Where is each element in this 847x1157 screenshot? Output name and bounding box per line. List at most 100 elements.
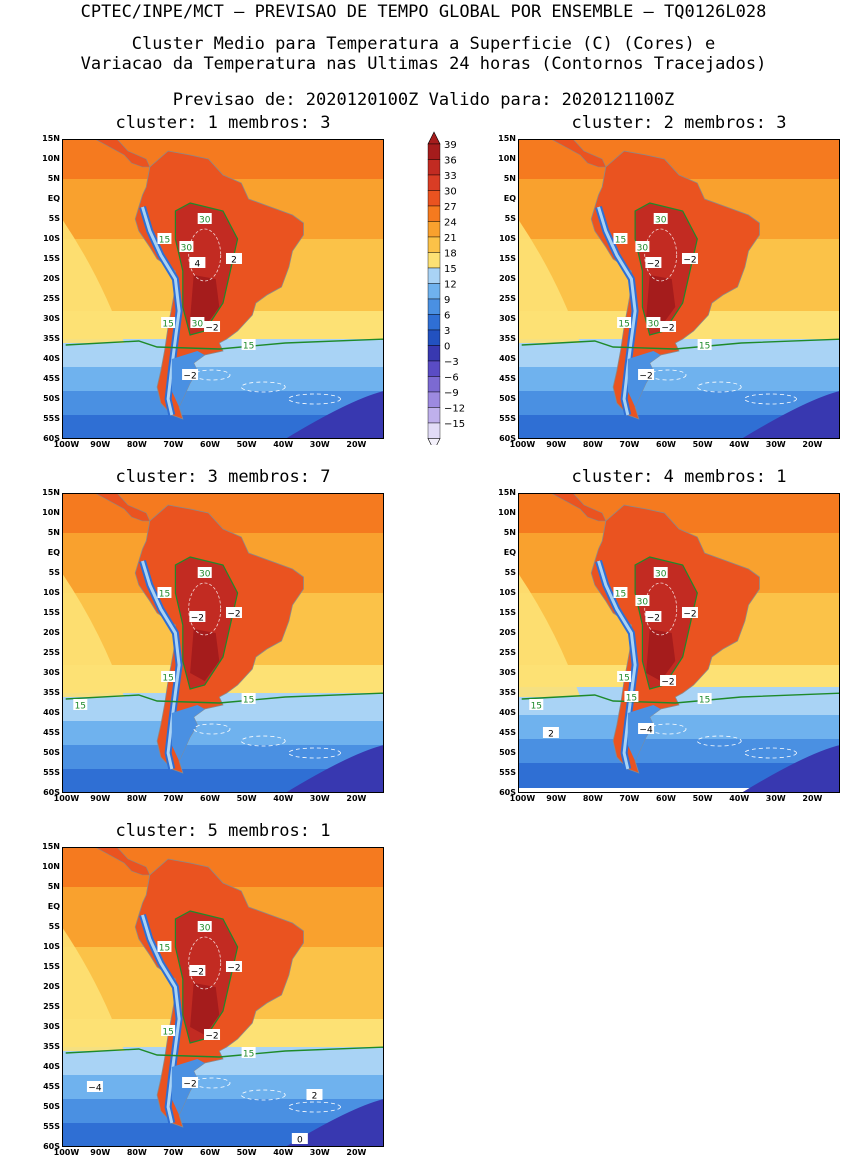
lon-label: 80W bbox=[126, 794, 147, 803]
lat-label: 10S bbox=[499, 588, 516, 597]
label-box bbox=[157, 941, 172, 952]
label-box bbox=[241, 1047, 256, 1058]
lat-label: 60S bbox=[499, 434, 516, 443]
forecast-dates: Previsao de: 2020120100Z Valido para: 20… bbox=[172, 90, 675, 110]
label-variation: −2 bbox=[205, 1032, 218, 1042]
colorbar-swatch bbox=[427, 143, 441, 160]
lon-label: 30W bbox=[309, 440, 330, 449]
cold-region bbox=[285, 391, 384, 439]
lat-label: 60S bbox=[43, 1142, 60, 1151]
colorbar-label: −15 bbox=[444, 419, 465, 430]
lon-label: 90W bbox=[546, 794, 567, 803]
lat-label: 45S bbox=[43, 374, 60, 383]
cluster-map-1: 15 15 15 30 30 30 4 2 −2 −2 bbox=[62, 139, 384, 439]
lon-label: 70W bbox=[163, 440, 184, 449]
contour-30 bbox=[174, 910, 239, 1044]
label-box bbox=[204, 1029, 221, 1040]
label-variation: −2 bbox=[191, 968, 204, 978]
variation-contour bbox=[188, 228, 222, 282]
lat-label: 15N bbox=[42, 488, 60, 497]
cluster-title-2: cluster: 2 membros: 3 bbox=[571, 113, 787, 133]
lat-label: 45S bbox=[499, 374, 516, 383]
lon-label: 90W bbox=[90, 1148, 111, 1157]
lat-label: 20S bbox=[499, 628, 516, 637]
lat-label: 45S bbox=[499, 728, 516, 737]
lat-label: 50S bbox=[43, 1102, 60, 1111]
lat-label: 45S bbox=[43, 1082, 60, 1091]
lon-label: 90W bbox=[90, 794, 111, 803]
lon-label: 60W bbox=[656, 794, 676, 803]
lat-label: 5N bbox=[503, 174, 516, 183]
patagonia bbox=[171, 705, 205, 761]
variation-contour bbox=[193, 723, 231, 735]
label-box bbox=[179, 241, 194, 252]
lon-label: 40W bbox=[729, 794, 750, 803]
label-30: 30 bbox=[199, 570, 211, 580]
temp-band bbox=[518, 739, 840, 764]
cluster-title-5: cluster: 5 membros: 1 bbox=[115, 821, 331, 841]
label-box bbox=[660, 675, 677, 686]
label-box bbox=[646, 317, 661, 328]
label-box bbox=[653, 213, 668, 224]
variation-contour bbox=[288, 393, 341, 405]
label-variation: −2 bbox=[683, 256, 696, 266]
label-box bbox=[638, 723, 655, 734]
lon-label: 90W bbox=[90, 440, 111, 449]
lon-label: 50W bbox=[236, 440, 257, 449]
label-box bbox=[624, 691, 639, 702]
lon-label: 20W bbox=[346, 1148, 367, 1157]
lat-label: 40S bbox=[43, 354, 60, 363]
label-box bbox=[73, 699, 88, 710]
label-box bbox=[617, 317, 632, 328]
temp-band bbox=[518, 391, 840, 416]
label-box bbox=[161, 317, 176, 328]
colorbar-swatch bbox=[427, 298, 441, 315]
cold-region bbox=[741, 745, 840, 793]
label-box bbox=[660, 321, 677, 332]
lon-label: 60W bbox=[200, 1148, 220, 1157]
cluster-map-5: 15 15 15 30 −2 −2 −2 −2 −4 2 0 bbox=[62, 847, 384, 1147]
lat-label: 10N bbox=[42, 154, 60, 163]
lon-label: 100W bbox=[509, 440, 536, 449]
map-frame bbox=[62, 139, 384, 439]
cluster-map-2: 15 15 15 30 30 30 −2 −2 −2 −2 bbox=[518, 139, 840, 439]
lon-label: 80W bbox=[582, 794, 603, 803]
label-15: 15 bbox=[615, 590, 626, 600]
temp-band bbox=[62, 391, 384, 416]
variation-contour bbox=[240, 1089, 286, 1101]
label-15: 15 bbox=[159, 590, 170, 600]
label-box bbox=[182, 1077, 199, 1088]
lat-label: 15S bbox=[499, 254, 516, 263]
contour-15 bbox=[65, 692, 384, 704]
variation-contour bbox=[188, 936, 222, 990]
lat-label: 35S bbox=[499, 688, 516, 697]
lon-label: 100W bbox=[509, 794, 536, 803]
label-variation: −2 bbox=[647, 614, 660, 624]
label-box bbox=[645, 611, 662, 622]
colorbar-swatch bbox=[427, 314, 441, 331]
lat-label: 10S bbox=[43, 588, 60, 597]
lon-label: 70W bbox=[163, 794, 184, 803]
lat-label: 5S bbox=[48, 568, 60, 577]
lat-label: 25S bbox=[43, 648, 60, 657]
label-box bbox=[681, 607, 698, 618]
variation-contour bbox=[288, 747, 341, 759]
label-box bbox=[197, 921, 212, 932]
lat-label: 10S bbox=[43, 942, 60, 951]
colorbar-label: 39 bbox=[444, 140, 457, 151]
lat-label: EQ bbox=[47, 902, 60, 911]
lon-label: 30W bbox=[765, 794, 786, 803]
label-box bbox=[225, 607, 242, 618]
lat-label: 60S bbox=[43, 434, 60, 443]
label-variation: −2 bbox=[183, 372, 196, 382]
lat-label: 55S bbox=[43, 414, 60, 423]
lat-label: 5S bbox=[504, 214, 516, 223]
lat-label: 50S bbox=[43, 748, 60, 757]
lat-label: 35S bbox=[43, 1042, 60, 1051]
lat-label: 10N bbox=[42, 862, 60, 871]
label-variation: −2 bbox=[661, 678, 674, 688]
lat-label: 45S bbox=[43, 728, 60, 737]
label-variation: 0 bbox=[297, 1136, 303, 1146]
cluster-map-4: 15 15 15 15 15 30 30 −2 −2 −2 −4 2 bbox=[518, 493, 840, 793]
